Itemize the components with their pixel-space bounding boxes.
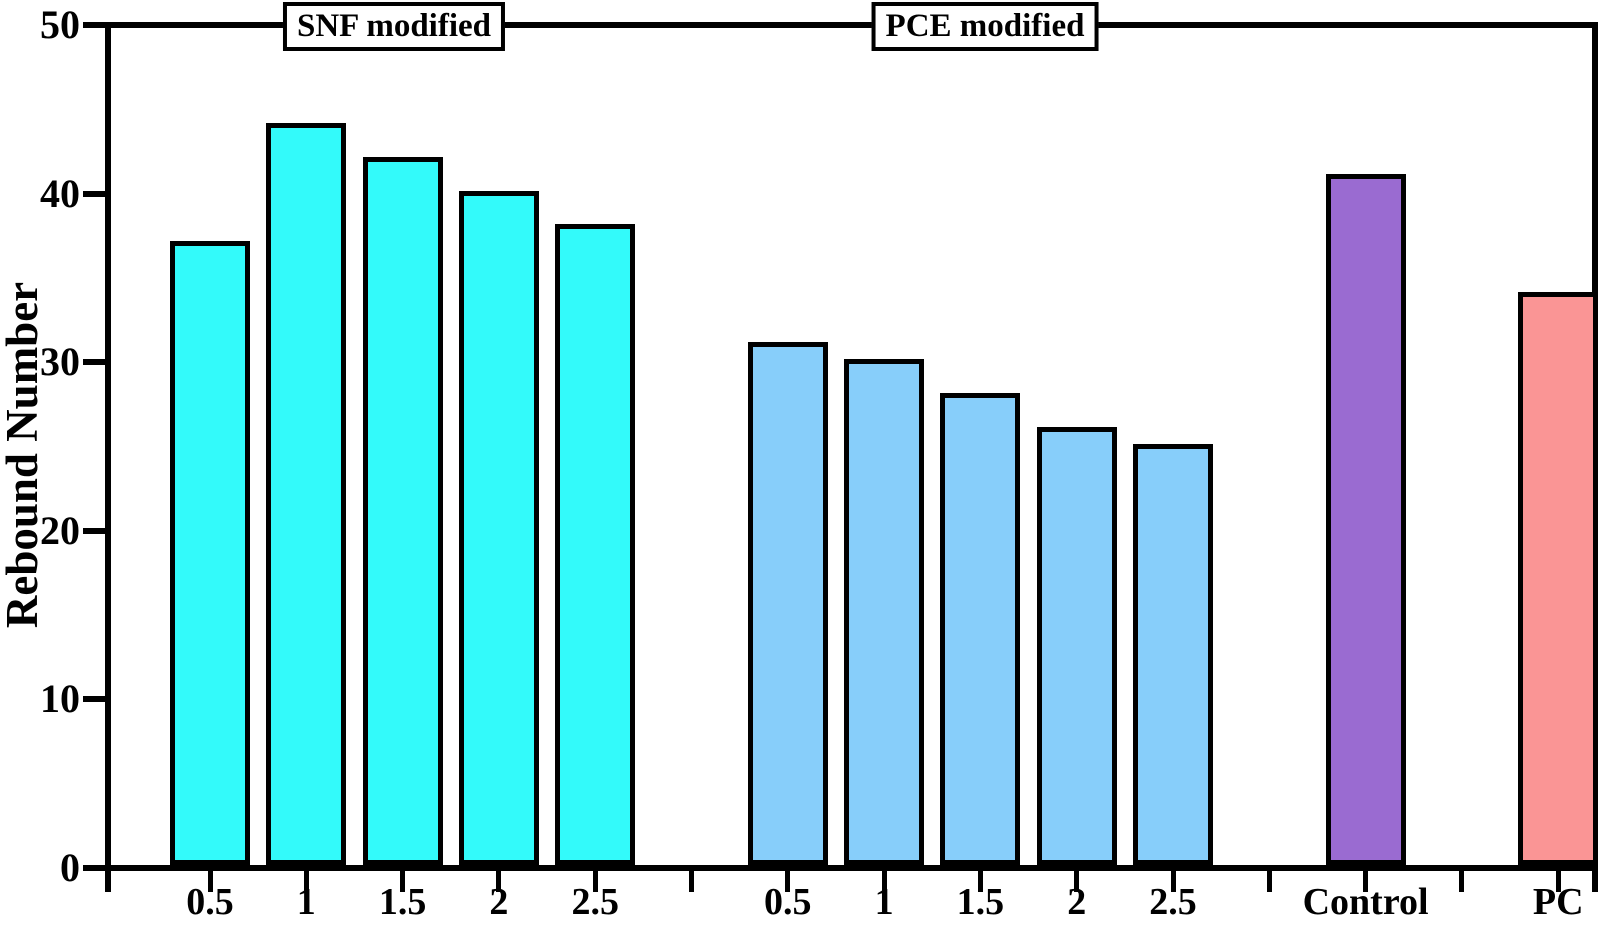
y-tick-label: 30 xyxy=(40,339,80,385)
y-tick xyxy=(83,865,108,871)
x-tick xyxy=(785,871,791,892)
y-tick-label: 40 xyxy=(40,170,80,216)
x-tick xyxy=(592,871,598,892)
x-tick-label: 1 xyxy=(874,881,894,923)
x-tick-label: 2 xyxy=(1067,881,1087,923)
bar-snf-modified-1 xyxy=(266,123,347,865)
x-tick xyxy=(1363,871,1369,892)
y-tick-label: 50 xyxy=(40,2,80,47)
y-tick-label: 0 xyxy=(60,845,80,890)
x-tick-minor xyxy=(1459,871,1465,892)
x-tick-label: PC xyxy=(1532,881,1584,923)
y-tick xyxy=(83,696,108,703)
x-tick-label: 0.5 xyxy=(764,881,812,923)
x-tick-label: 2.5 xyxy=(1149,881,1197,923)
x-tick-label: 2 xyxy=(489,881,509,923)
x-tick xyxy=(881,871,887,892)
group-label-pce-modified: PCE modified xyxy=(871,2,1099,51)
bar-control-control xyxy=(1325,173,1406,865)
x-tick xyxy=(303,871,309,892)
bar-snf-modified-2.5 xyxy=(555,224,636,865)
y-tick xyxy=(83,359,108,366)
x-tick-label: 1 xyxy=(296,881,316,923)
bar-pce-modified-2.5 xyxy=(1133,443,1213,865)
x-tick-label: 1.5 xyxy=(956,881,1005,923)
x-tick-minor xyxy=(689,871,694,892)
x-tick-label: 1.5 xyxy=(378,881,427,923)
axis-corner-tick xyxy=(1592,871,1598,892)
axis-corner-tick xyxy=(105,871,111,892)
x-tick xyxy=(1074,871,1080,892)
x-tick xyxy=(207,871,213,892)
x-tick xyxy=(1170,871,1176,892)
y-tick xyxy=(83,527,108,534)
bar-snf-modified-1.5 xyxy=(362,156,443,865)
y-tick-label: 10 xyxy=(40,676,80,722)
bar-pc-pc xyxy=(1518,291,1599,865)
bar-snf-modified-2 xyxy=(458,190,539,865)
x-tick xyxy=(400,871,406,892)
bar-pce-modified-2 xyxy=(1036,426,1117,865)
y-tick xyxy=(83,190,108,197)
x-tick xyxy=(1555,871,1561,892)
bar-pce-modified-1 xyxy=(844,359,925,865)
x-tick xyxy=(977,871,983,892)
x-tick-minor xyxy=(1266,871,1272,892)
x-tick-label: 0.5 xyxy=(186,881,234,923)
x-tick xyxy=(496,871,502,892)
x-tick-label: Control xyxy=(1302,881,1429,923)
y-tick xyxy=(83,22,108,28)
bar-pce-modified-1.5 xyxy=(940,392,1021,865)
x-tick-label: 2.5 xyxy=(571,881,619,923)
y-tick-label: 20 xyxy=(40,507,80,553)
bar-pce-modified-0.5 xyxy=(747,342,828,865)
group-label-snf-modified: SNF modified xyxy=(282,2,506,51)
bar-snf-modified-0.5 xyxy=(170,241,250,865)
